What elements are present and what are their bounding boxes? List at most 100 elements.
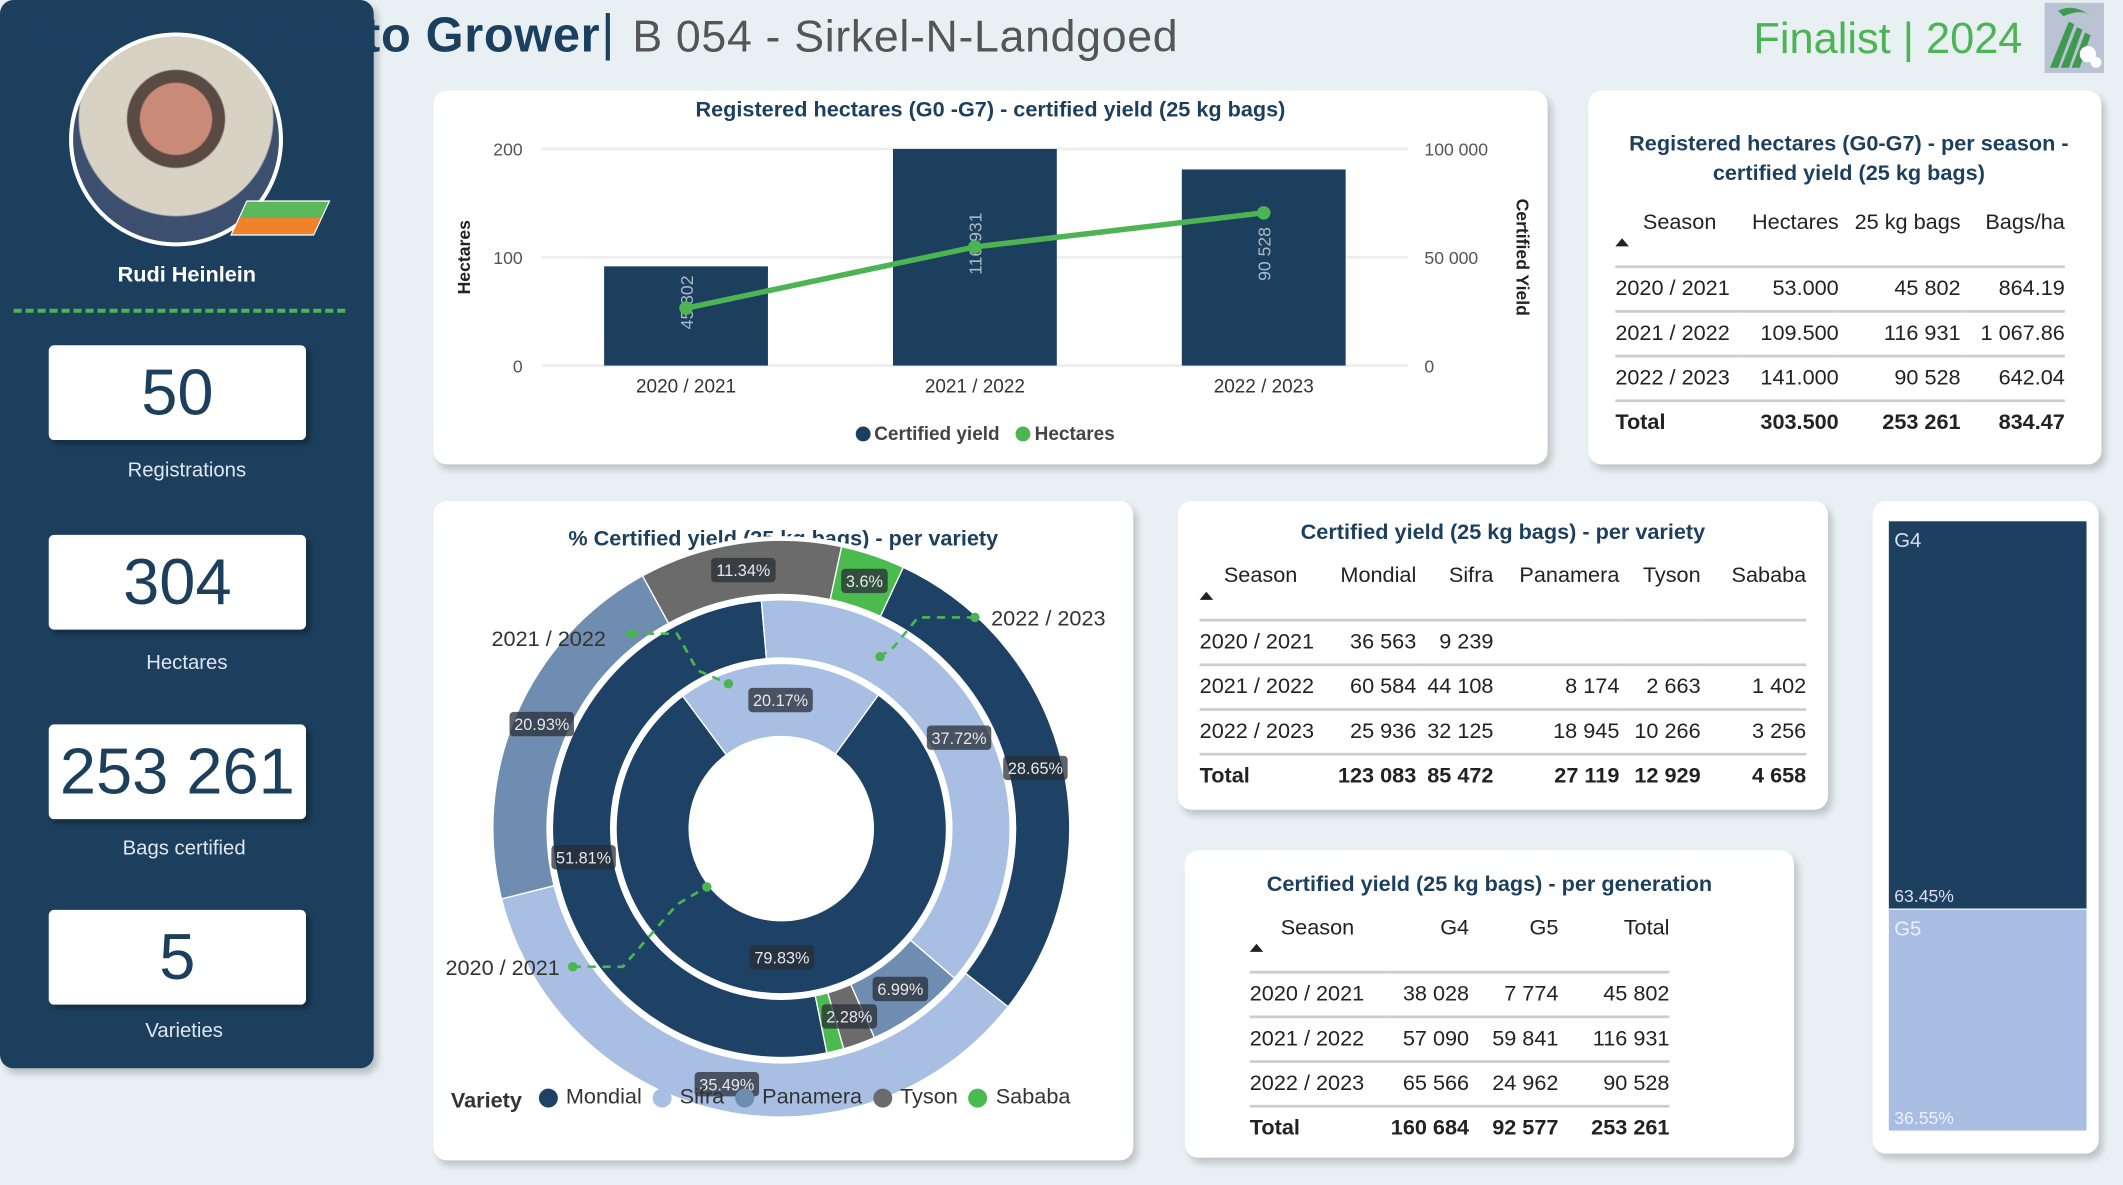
table-cell: 2022 / 2023 — [1199, 709, 1322, 756]
table-row: 2021 / 2022 57 090 59 841 116 931 — [1249, 1016, 1670, 1063]
legend-label: Tyson — [900, 1085, 958, 1109]
legend-item-sababa[interactable]: Sababa — [968, 1085, 1071, 1110]
column-header-g5[interactable]: G5 — [1529, 916, 1559, 940]
total-cell: 160 684 — [1390, 1116, 1470, 1140]
table-header-row: Season G4 G5 Total — [1249, 909, 1670, 973]
table-title: Certified yield (25 kg bags) - per varie… — [1300, 521, 1706, 545]
data-label-bg — [551, 845, 616, 870]
donut-data-label: 2.28% — [826, 1009, 872, 1027]
table-cell: 44 108 — [1416, 664, 1494, 711]
legend-title: Variety — [450, 1089, 522, 1113]
title-separator: | — [601, 5, 615, 63]
sort-ascending-icon[interactable] — [1199, 591, 1214, 600]
table-row: 2022 / 2023 65 566 24 962 90 528 — [1249, 1061, 1670, 1108]
column-header-season[interactable]: Season — [1199, 556, 1322, 620]
legend-dot-icon — [872, 1088, 892, 1108]
table-header-row: Season Mondial Sifra Panamera Tyson Sababa — [1199, 556, 1807, 620]
total-cell: Total — [1615, 410, 1666, 434]
variety-legend: Variety Mondial Sifra Panamera Tyson Sababa — [451, 1086, 1081, 1114]
y2-tick-label: 100 000 — [1424, 140, 1488, 160]
total-cell: 253 261 — [1882, 410, 1961, 434]
legend-label: Hectares — [1034, 422, 1115, 445]
data-label-bg — [841, 568, 888, 594]
total-cell: 253 261 — [1591, 1116, 1670, 1140]
column-header-total[interactable]: Total — [1623, 916, 1670, 940]
table-cell: 642.04 — [1960, 356, 2065, 403]
column-header-bags-ha[interactable]: Bags/ha — [1985, 211, 2065, 235]
bar-segment-g5[interactable]: G5 36.55% — [1888, 909, 2087, 1131]
donut-data-label: 28.65% — [1008, 760, 1063, 778]
finalist-label: Finalist | 2024 — [1753, 13, 2023, 63]
season-table-card: Registered hectares (G0-G7) - per season… — [1588, 90, 2102, 465]
variety-table-card: Certified yield (25 kg bags) - per varie… — [1177, 500, 1828, 810]
column-header-25-kg-bags[interactable]: 25 kg bags — [1854, 211, 1961, 235]
legend-label: Sababa — [995, 1085, 1071, 1109]
total-cell: 123 083 — [1337, 764, 1417, 788]
legend-label: Mondial — [565, 1085, 642, 1109]
total-cell: 85 472 — [1427, 764, 1494, 788]
total-cell: 92 577 — [1492, 1116, 1559, 1140]
y-tick-label: 100 — [493, 248, 523, 268]
table-cell: 10 266 — [1619, 709, 1701, 756]
line-point-hectares[interactable] — [968, 240, 982, 254]
column-header-sababa[interactable]: Sababa — [1731, 564, 1807, 588]
variety-donut-chart: 79.83% 20.17% 51.81% 37.72% 6.99% 2.28% 28.65%… — [445, 536, 1106, 1122]
legend-dot-icon — [538, 1088, 558, 1108]
table-cell: 2020 / 2021 — [1249, 970, 1386, 1019]
legend-dot-icon — [855, 425, 871, 441]
column-header-season[interactable]: Season — [1249, 909, 1385, 973]
table-cell: 141.000 — [1743, 356, 1839, 403]
column-header-mondial[interactable]: Mondial — [1340, 564, 1417, 588]
segment-value: 36.55% — [1894, 1107, 1954, 1128]
table-total-row: Total 160 684 92 577 253 261 — [1250, 1106, 1670, 1149]
column-header-g4[interactable]: G4 — [1440, 916, 1470, 940]
table-total-row: Total 303.500 253 261 834.47 — [1615, 401, 2065, 444]
bar-segment-g4[interactable]: G4 63.45% — [1888, 521, 2087, 910]
sort-ascending-icon[interactable] — [1249, 943, 1264, 952]
legend-item-tyson[interactable]: Tyson — [872, 1085, 958, 1110]
legend-label: Panamera — [762, 1085, 863, 1109]
column-header-hectares[interactable]: Hectares — [1752, 211, 1839, 235]
bar-certified-yield[interactable] — [604, 266, 768, 366]
column-header-sifra[interactable]: Sifra — [1448, 564, 1494, 588]
y-tick-label: 0 — [513, 356, 523, 376]
legend-item-sifra[interactable]: Sifra — [652, 1086, 724, 1110]
total-cell: 27 119 — [1554, 764, 1620, 788]
variety-donut-card: % Certified yield (25 kg bags) - per var… — [433, 500, 1134, 1161]
table-cell: 57 090 — [1385, 1016, 1470, 1063]
legend-item-mondial[interactable]: Mondial — [538, 1085, 642, 1110]
donut-segment-mondial[interactable] — [615, 694, 948, 995]
bar-certified-yield[interactable] — [1181, 169, 1346, 366]
column-header-season[interactable]: Season — [1615, 203, 1744, 267]
donut-segment-mondial[interactable] — [551, 599, 828, 1059]
page-title: Top Seed Potato Grower — [20, 6, 601, 63]
table-cell: 864.19 — [1960, 265, 2065, 313]
legend-dot-icon — [735, 1088, 755, 1108]
column-header-panamera[interactable]: Panamera — [1519, 564, 1620, 588]
table-cell: 2020 / 2021 — [1615, 265, 1744, 313]
table-cell: 2022 / 2023 — [1249, 1061, 1386, 1108]
line-point-hectares[interactable] — [679, 301, 693, 315]
table-cell: 3 256 — [1700, 709, 1807, 756]
table-cell: 60 584 — [1321, 664, 1417, 711]
line-point-hectares[interactable] — [1256, 206, 1271, 220]
donut-data-label: 79.83% — [754, 949, 809, 967]
legend-item-hectares[interactable]: Hectares — [1015, 422, 1115, 445]
column-header-tyson[interactable]: Tyson — [1642, 564, 1701, 588]
legend-item-panamera[interactable]: Panamera — [735, 1086, 862, 1110]
table-row: 2022 / 2023 25 936 32 125 18 945 10 266 3 256 — [1199, 709, 1807, 756]
callout-2022-2023: 2022 / 2023 — [991, 606, 1105, 631]
donut-segment-sifra[interactable] — [500, 884, 1010, 1118]
donut-segment-sifra[interactable] — [760, 599, 1011, 980]
table-cell: 90 528 — [1838, 356, 1961, 403]
table-cell: 9 239 — [1416, 618, 1494, 667]
sort-ascending-icon[interactable] — [1615, 238, 1629, 247]
table-cell: 45 802 — [1838, 265, 1961, 313]
data-label-bg — [749, 945, 815, 970]
kpi-hectares-label: Hectares — [146, 651, 228, 675]
table-cell: 116 931 — [1838, 311, 1961, 358]
year-callouts — [572, 616, 975, 969]
grower-name: Rudi Heinlein — [117, 264, 257, 288]
legend-item-certified-yield[interactable]: Certified yield — [855, 422, 1000, 444]
table-cell: 32 125 — [1416, 709, 1494, 756]
